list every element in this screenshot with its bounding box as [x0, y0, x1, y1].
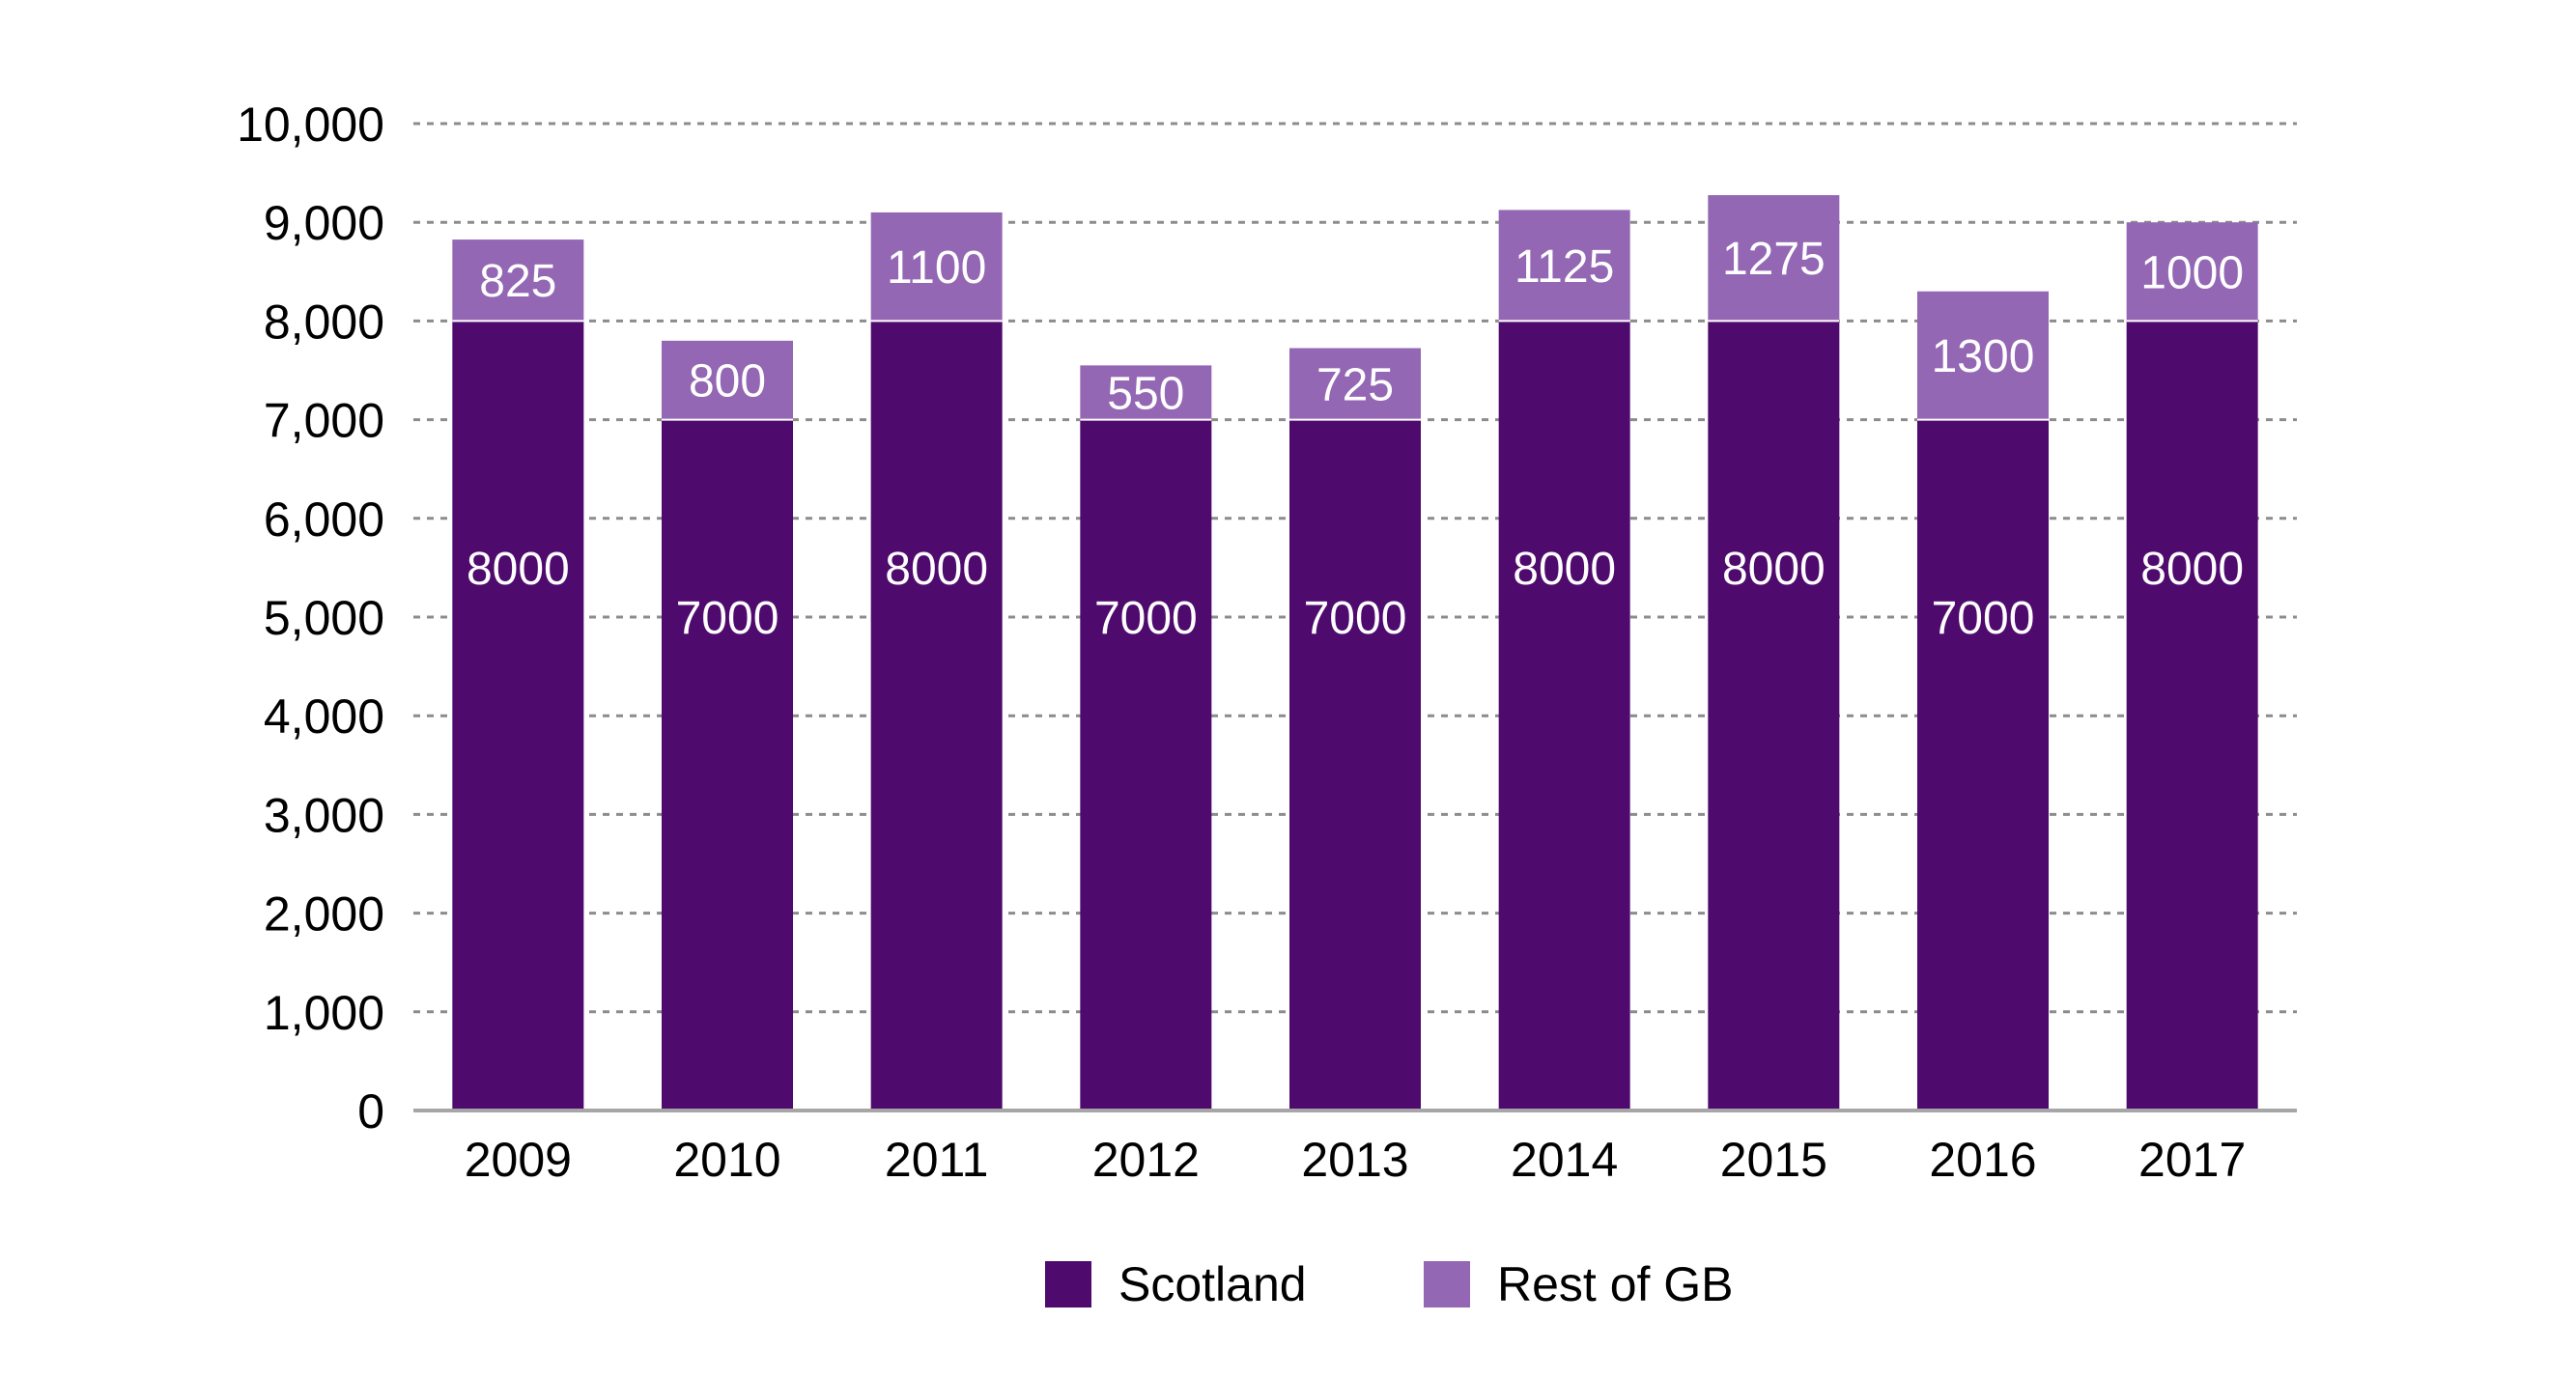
y-tick-label: 5,000: [264, 591, 384, 645]
y-tick-label: 1,000: [264, 986, 384, 1040]
y-tick-label: 4,000: [264, 689, 384, 744]
data-label-rest-of-gb: 1125: [1514, 241, 1614, 293]
bars: [452, 195, 2258, 1111]
data-label-scotland: 8000: [2140, 544, 2244, 595]
x-tick-label: 2010: [673, 1133, 780, 1187]
x-tick-label: 2012: [1092, 1133, 1200, 1187]
data-label-rest-of-gb: 725: [1316, 360, 1394, 411]
bar-rest-of-gb: [662, 340, 793, 420]
x-tick-label: 2009: [465, 1133, 572, 1187]
y-tick-label: 8,000: [264, 295, 384, 349]
bar-scotland: [2126, 321, 2258, 1111]
bar-rest-of-gb: [870, 211, 1003, 322]
x-tick-label: 2015: [1720, 1133, 1827, 1187]
y-tick-label: 6,000: [264, 492, 384, 547]
data-label-scotland: 7000: [1094, 593, 1198, 644]
bar-rest-of-gb: [1080, 365, 1212, 420]
bar-scotland: [1498, 321, 1630, 1111]
y-tick-label: 9,000: [264, 196, 384, 250]
bar-scotland: [662, 419, 793, 1111]
data-label-rest-of-gb: 1000: [2140, 247, 2244, 298]
legend-label-scotland: Scotland: [1118, 1257, 1307, 1311]
bar-rest-of-gb: [1708, 195, 1840, 322]
data-label-rest-of-gb: 1300: [1932, 331, 2035, 382]
x-tick-label: 2014: [1511, 1133, 1618, 1187]
data-label-rest-of-gb: 550: [1107, 368, 1184, 419]
data-label-scotland: 8000: [1513, 544, 1616, 595]
y-tick-label: 10,000: [237, 98, 384, 152]
y-tick-label: 3,000: [264, 788, 384, 842]
legend-label-rest-of-gb: Rest of GB: [1497, 1257, 1734, 1311]
bar-rest-of-gb: [1917, 291, 2049, 420]
data-label-scotland: 7000: [676, 593, 779, 644]
bar-scotland: [452, 321, 584, 1111]
bar-rest-of-gb: [452, 239, 584, 322]
data-label-rest-of-gb: 1100: [887, 242, 986, 294]
data-label-scotland: 8000: [1722, 544, 1826, 595]
y-tick-label: 0: [357, 1084, 384, 1139]
bar-rest-of-gb: [1498, 210, 1630, 322]
bar-scotland: [870, 321, 1003, 1111]
x-tick-label: 2013: [1301, 1133, 1408, 1187]
data-label-scotland: 7000: [1304, 593, 1407, 644]
data-label-scotland: 7000: [1932, 593, 2035, 644]
y-tick-label: 2,000: [264, 887, 384, 942]
bar-scotland: [1708, 321, 1840, 1111]
y-tick-label: 7,000: [264, 394, 384, 448]
bar-rest-of-gb: [1289, 348, 1421, 420]
data-label-scotland: 8000: [885, 544, 988, 595]
bar-scotland: [1917, 419, 2049, 1111]
x-tick-label: 2011: [885, 1133, 989, 1187]
bar-scotland: [1289, 419, 1421, 1111]
x-tick-label: 2016: [1929, 1133, 2036, 1187]
legend-swatch-scotland: [1045, 1261, 1091, 1308]
bar-rest-of-gb: [2126, 222, 2258, 322]
bar-scotland: [1080, 419, 1212, 1111]
data-label-rest-of-gb: 1275: [1722, 234, 1826, 285]
data-label-scotland: 8000: [467, 544, 570, 595]
data-label-rest-of-gb: 800: [689, 356, 766, 408]
data-label-rest-of-gb: 825: [479, 256, 556, 307]
labels: 0 1,000 2,000 3,000 4,000 5,000 6,000 7,000 8,00…: [237, 98, 2246, 1187]
legend: Scotland Rest of GB: [1045, 1257, 1734, 1311]
x-tick-label: 2017: [2138, 1133, 2246, 1187]
legend-swatch-rest-of-gb: [1424, 1261, 1470, 1308]
